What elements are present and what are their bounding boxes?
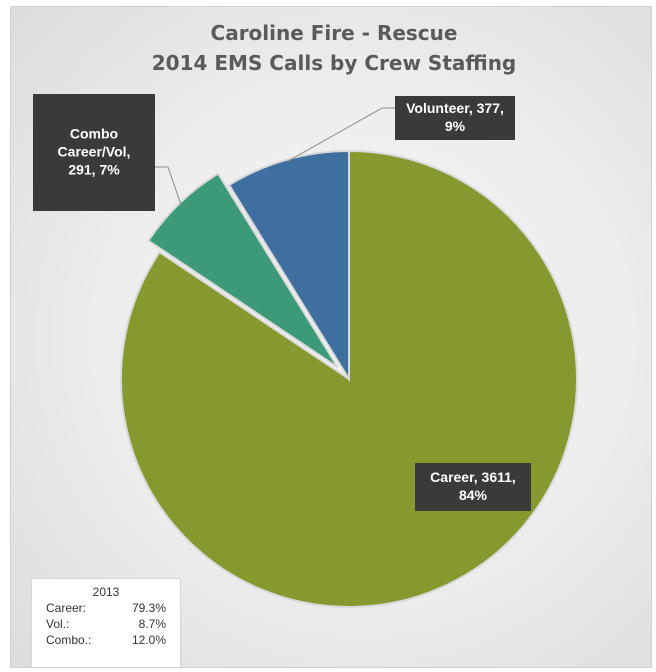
chart-title-line-2: 2014 EMS Calls by Crew Staffing bbox=[152, 51, 517, 75]
data-label-text: Career/Vol, bbox=[58, 144, 131, 160]
note-row-career: Career: 79.3% bbox=[46, 601, 166, 616]
note-row-vol: Vol.: 8.7% bbox=[46, 617, 166, 632]
note-value: 79.3% bbox=[131, 601, 166, 615]
note-label: Career: bbox=[46, 601, 87, 615]
leader-line bbox=[286, 107, 395, 163]
data-label-text: Volunteer, 377, bbox=[406, 100, 504, 116]
chart-title-line-1: Caroline Fire - Rescue bbox=[211, 21, 458, 45]
pie-slice-volunteer bbox=[227, 149, 350, 383]
data-label-text: 9% bbox=[445, 118, 466, 134]
data-label-box bbox=[395, 96, 515, 140]
data-label-career: Career, 3611, 84% bbox=[415, 463, 531, 511]
data-label-box bbox=[415, 463, 531, 511]
note-row-combo: Combo.: 12.0% bbox=[46, 633, 166, 648]
note-year: 2013 bbox=[92, 585, 120, 599]
data-label-text: 291, 7% bbox=[68, 162, 120, 178]
chart-area: Caroline Fire - Rescue 2014 EMS Calls by… bbox=[10, 6, 652, 668]
note-value: 12.0% bbox=[131, 633, 166, 647]
data-label-text: 84% bbox=[459, 487, 488, 503]
data-label-text: Career, 3611, bbox=[430, 469, 516, 485]
leader-line bbox=[155, 166, 182, 205]
note-label: Vol.: bbox=[46, 617, 70, 631]
data-label-box bbox=[33, 94, 155, 211]
pie-chart: Caroline Fire - Rescue 2014 EMS Calls by… bbox=[33, 21, 578, 608]
note-label: Combo.: bbox=[46, 633, 92, 647]
note-value: 8.7% bbox=[138, 617, 166, 631]
note-2013-box: 2013 Career: 79.3% Vol.: 8.7% Combo.: 12… bbox=[31, 578, 181, 667]
pie-slice-combo-career-vol bbox=[147, 172, 339, 369]
data-label-volunteer: Volunteer, 377, 9% bbox=[395, 96, 515, 140]
data-label-combo-career-vol: Combo Career/Vol, 291, 7% bbox=[33, 94, 155, 211]
data-label-text: Combo bbox=[70, 126, 118, 142]
